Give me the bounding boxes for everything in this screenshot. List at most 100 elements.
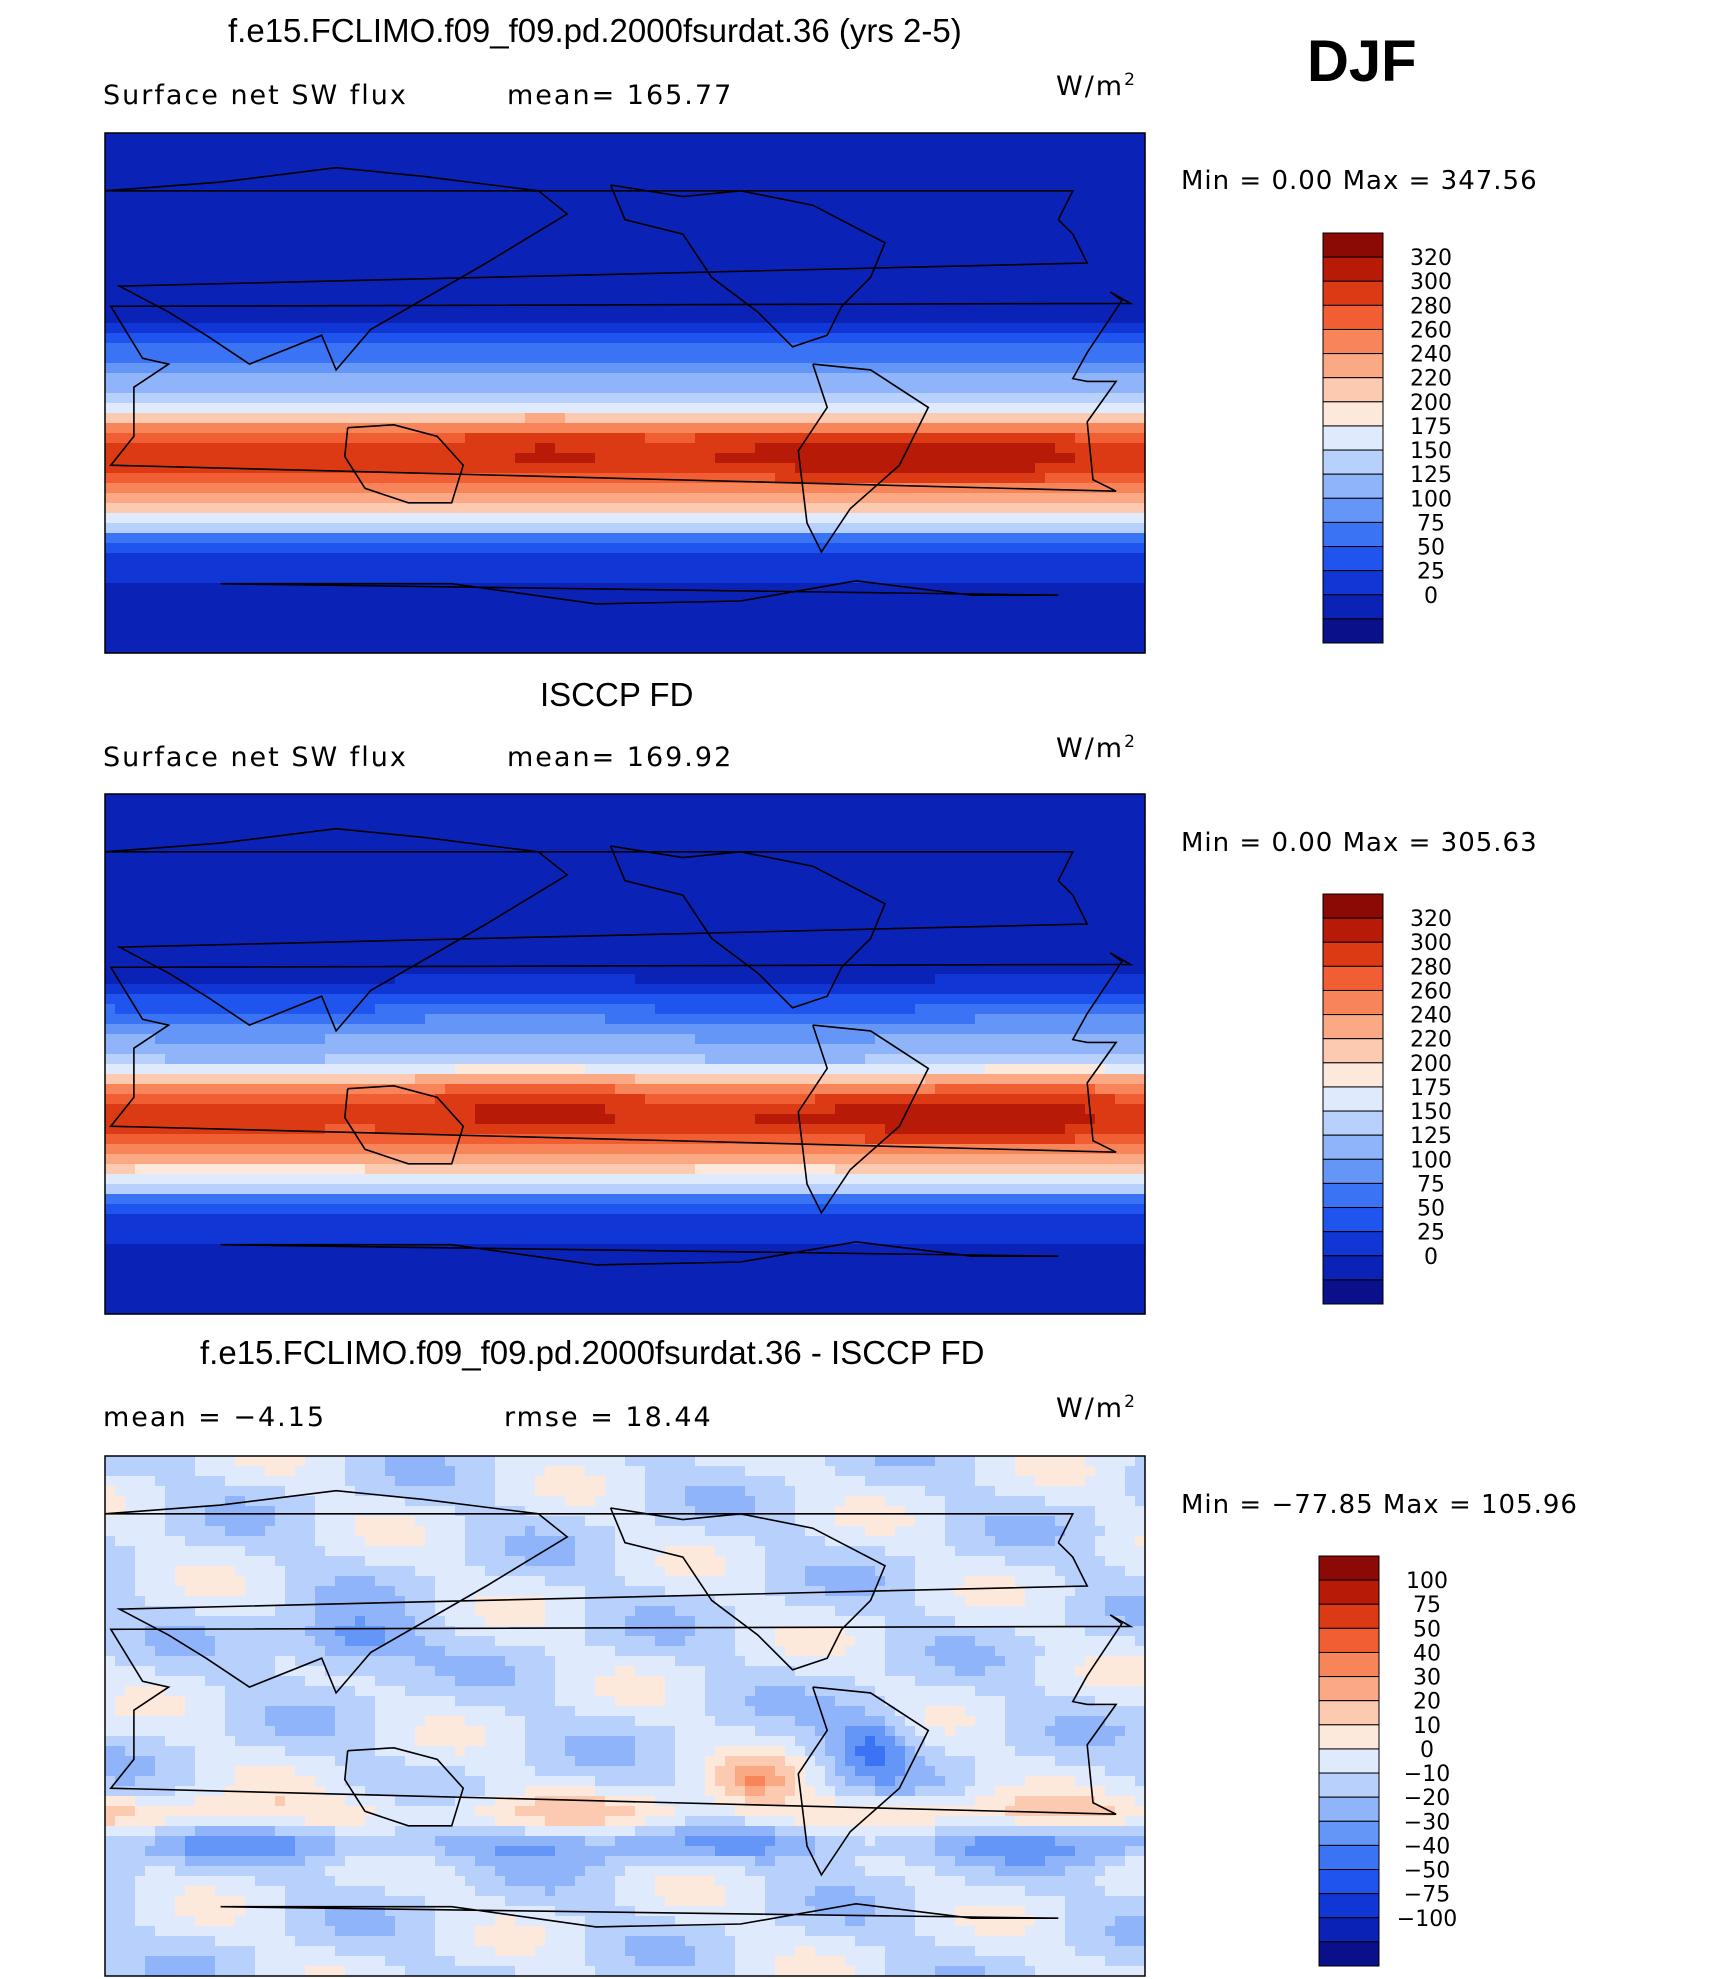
field-cell	[635, 263, 646, 274]
field-cell	[805, 463, 816, 474]
field-cell	[105, 533, 116, 544]
field-cell	[735, 353, 746, 364]
field-cell	[135, 313, 146, 324]
field-cell	[135, 133, 146, 144]
field-cell	[715, 333, 726, 344]
field-cell	[395, 403, 406, 414]
field-cell	[895, 363, 906, 374]
field-cell	[925, 403, 936, 414]
field-cell	[565, 253, 576, 264]
field-cell	[945, 273, 956, 284]
field-cell	[795, 383, 806, 394]
field-cell	[385, 263, 396, 274]
field-cell	[405, 453, 416, 464]
field-cell	[565, 533, 576, 544]
field-cell	[875, 463, 886, 474]
field-cell	[675, 453, 686, 464]
field-cell	[555, 233, 566, 244]
field-cell	[225, 263, 236, 274]
field-cell	[575, 383, 586, 394]
field-cell	[535, 203, 546, 214]
field-cell	[185, 173, 196, 184]
field-cell	[475, 433, 486, 444]
field-cell	[595, 413, 606, 424]
field-cell	[755, 443, 766, 454]
field-cell	[1015, 213, 1026, 224]
field-cell	[365, 133, 376, 144]
field-cell	[595, 153, 606, 164]
field-cell	[265, 503, 276, 514]
field-cell	[175, 493, 186, 504]
field-cell	[1005, 423, 1016, 434]
field-cell	[165, 513, 176, 524]
field-cell	[315, 343, 326, 354]
field-cell	[725, 203, 736, 214]
field-cell	[695, 503, 706, 514]
field-cell	[325, 483, 336, 494]
field-cell	[525, 273, 536, 284]
field-cell	[1135, 223, 1146, 234]
field-cell	[485, 273, 496, 284]
field-cell	[595, 453, 606, 464]
field-cell	[975, 593, 986, 604]
field-cell	[1095, 253, 1106, 264]
field-cell	[455, 483, 466, 494]
field-cell	[455, 263, 466, 274]
field-cell	[975, 603, 986, 614]
field-cell	[155, 503, 166, 514]
field-cell	[395, 483, 406, 494]
field-cell	[695, 353, 706, 364]
field-cell	[795, 313, 806, 324]
field-cell	[845, 533, 856, 544]
field-cell	[785, 563, 796, 574]
field-cell	[345, 483, 356, 494]
field-cell	[305, 133, 316, 144]
field-cell	[145, 183, 156, 194]
field-cell	[465, 263, 476, 274]
field-cell	[1085, 573, 1096, 584]
field-cell	[805, 183, 816, 194]
field-cell	[925, 263, 936, 274]
field-cell	[885, 183, 896, 194]
field-cell	[305, 203, 316, 214]
field-cell	[305, 383, 316, 394]
field-cell	[1065, 373, 1076, 384]
field-cell	[335, 203, 346, 214]
field-cell	[205, 523, 216, 534]
field-cell	[315, 203, 326, 214]
season-label: DJF	[1307, 29, 1417, 94]
field-cell	[1085, 183, 1096, 194]
field-cell	[125, 293, 136, 304]
field-cell	[265, 363, 276, 374]
field-cell	[385, 203, 396, 214]
field-cell	[615, 343, 626, 354]
field-cell	[905, 183, 916, 194]
field-cell	[495, 573, 506, 584]
field-cell	[445, 223, 456, 234]
field-cell	[335, 563, 346, 574]
field-cell	[485, 313, 496, 324]
field-cell	[425, 593, 436, 604]
field-cell	[825, 403, 836, 414]
field-cell	[795, 193, 806, 204]
field-cell	[765, 403, 776, 414]
field-cell	[165, 533, 176, 544]
field-cell	[285, 483, 296, 494]
field-cell	[885, 313, 896, 324]
field-cell	[865, 363, 876, 374]
field-cell	[835, 353, 846, 364]
field-cell	[995, 513, 1006, 524]
field-cell	[165, 173, 176, 184]
field-cell	[215, 543, 226, 554]
field-cell	[105, 133, 116, 144]
field-cell	[1005, 343, 1016, 354]
field-cell	[755, 213, 766, 224]
field-cell	[865, 383, 876, 394]
field-cell	[225, 573, 236, 584]
field-cell	[965, 143, 976, 154]
field-cell	[695, 323, 706, 334]
field-cell	[435, 213, 446, 224]
field-cell	[295, 563, 306, 574]
field-cell	[665, 383, 676, 394]
field-cell	[105, 453, 116, 464]
